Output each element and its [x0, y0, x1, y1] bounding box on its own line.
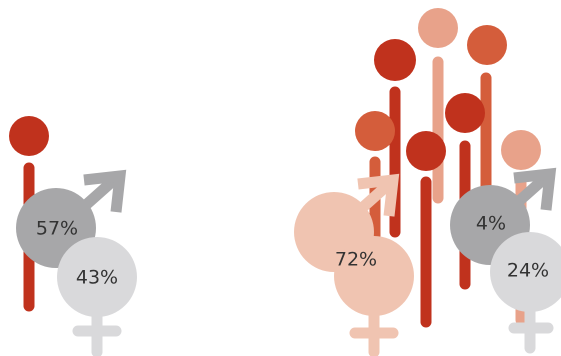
- female-circle: [57, 237, 137, 317]
- pin-head: [374, 39, 416, 81]
- pin-head: [501, 130, 541, 170]
- female-symbol-icon: 24%: [490, 232, 561, 354]
- pin-head: [406, 131, 446, 171]
- gender-group-2: 72%: [294, 173, 414, 356]
- female-symbol-icon: 43%: [57, 237, 137, 356]
- female-percent-label: 43%: [76, 267, 118, 289]
- gender-group-3: 4% 24%: [450, 167, 561, 354]
- pin-head: [418, 8, 458, 48]
- male-percent-label: 4%: [476, 213, 506, 235]
- pin-head: [445, 93, 485, 133]
- pin-head: [355, 111, 395, 151]
- female-percent-label: 24%: [507, 260, 549, 282]
- female-circle: [334, 236, 414, 316]
- male-percent-label: 57%: [36, 218, 78, 240]
- female-symbol-icon: [334, 236, 414, 356]
- female-circle: [490, 232, 561, 312]
- gender-group-1: 57% 43%: [16, 169, 137, 356]
- male-percent-label: 72%: [335, 249, 377, 271]
- pin-head: [9, 116, 49, 156]
- pin-head: [467, 25, 507, 65]
